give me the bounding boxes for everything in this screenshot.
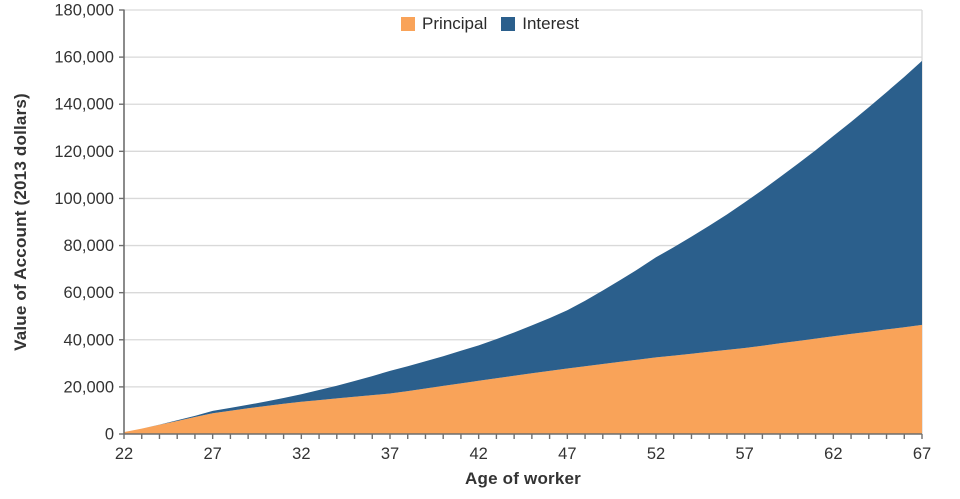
y-axis-title: Value of Account (2013 dollars) — [11, 93, 30, 351]
legend-label-interest: Interest — [522, 14, 579, 33]
y-tick-label: 40,000 — [64, 331, 114, 349]
x-tick-label: 32 — [292, 445, 310, 463]
x-tick-label: 22 — [115, 445, 133, 463]
x-tick-label: 62 — [824, 445, 842, 463]
legend-label-principal: Principal — [422, 14, 488, 33]
x-tick-label: 42 — [469, 445, 487, 463]
principal-area — [124, 324, 922, 434]
x-tick-label: 27 — [203, 445, 221, 463]
axes — [119, 9, 923, 439]
y-tick-label: 160,000 — [54, 49, 114, 67]
y-tick-label: 180,000 — [54, 2, 114, 20]
y-tick-label: 0 — [105, 426, 114, 444]
x-axis-title: Age of worker — [465, 469, 581, 488]
tick-labels: 0 20,000 40,000 60,000 80,000 100,000 120,000 1… — [54, 2, 931, 464]
legend-swatch-interest-icon — [501, 17, 516, 31]
y-tick-label: 20,000 — [64, 378, 114, 396]
x-tick-label: 57 — [735, 445, 753, 463]
y-tick-label: 140,000 — [54, 96, 114, 114]
interest-area — [124, 60, 922, 433]
y-tick-label: 120,000 — [54, 143, 114, 161]
x-tick-label: 52 — [647, 445, 665, 463]
legend: Principal Interest — [91, 14, 889, 34]
y-tick-label: 100,000 — [54, 190, 114, 208]
x-tick-label: 37 — [381, 445, 399, 463]
x-tick-label: 47 — [558, 445, 576, 463]
y-tick-label: 80,000 — [64, 237, 114, 255]
x-tick-label: 67 — [913, 445, 931, 463]
gridlines — [124, 9, 923, 434]
y-tick-label: 60,000 — [64, 284, 114, 302]
legend-swatch-principal-icon — [401, 17, 416, 31]
